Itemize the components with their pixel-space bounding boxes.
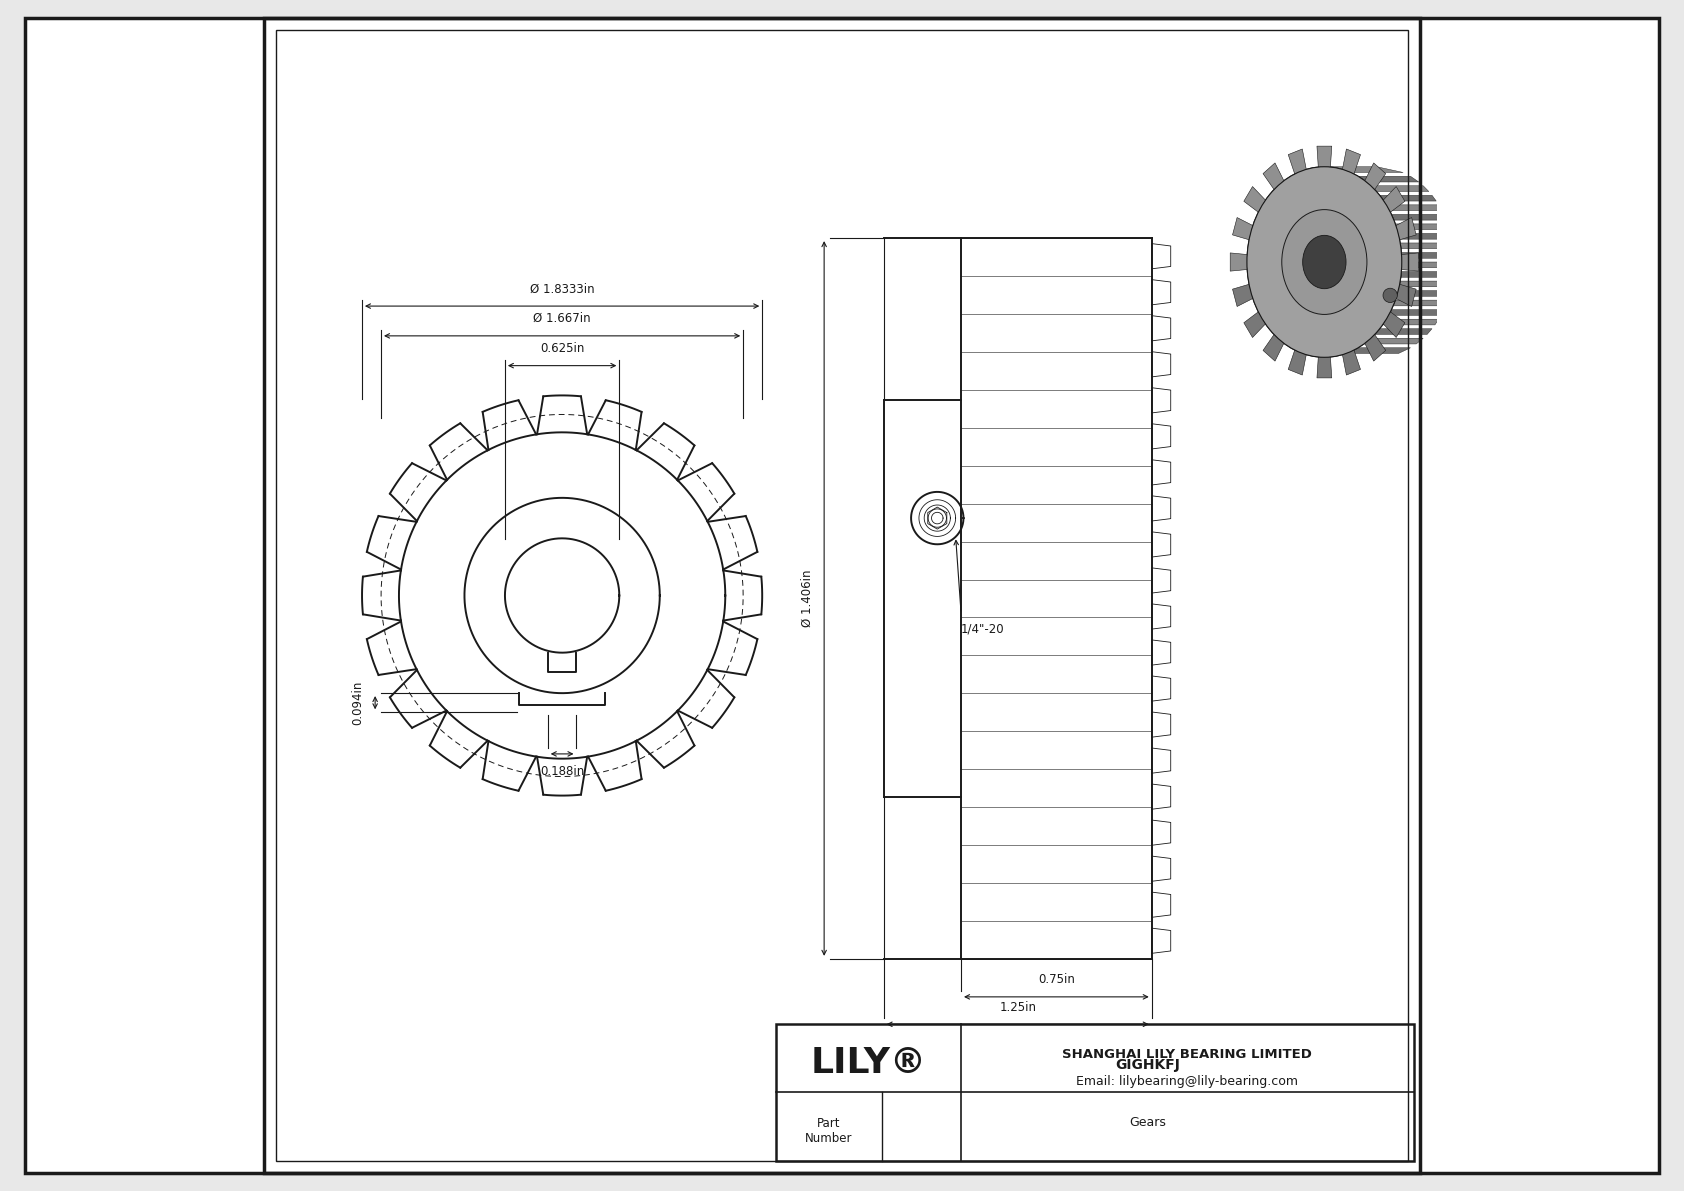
Polygon shape — [1393, 300, 1448, 306]
Ellipse shape — [1246, 167, 1401, 357]
Polygon shape — [1383, 319, 1438, 325]
Polygon shape — [1364, 163, 1386, 189]
Polygon shape — [1391, 214, 1447, 220]
Bar — [776, 1024, 1413, 1161]
Polygon shape — [1263, 163, 1283, 189]
Polygon shape — [1317, 357, 1332, 378]
Polygon shape — [1244, 187, 1265, 212]
Polygon shape — [1401, 262, 1455, 268]
Text: LILY®: LILY® — [810, 1046, 926, 1079]
Circle shape — [1383, 288, 1398, 303]
Ellipse shape — [1303, 236, 1346, 288]
Polygon shape — [1396, 224, 1450, 230]
Text: SHANGHAI LILY BEARING LIMITED: SHANGHAI LILY BEARING LIMITED — [1063, 1048, 1312, 1061]
Text: Gears: Gears — [1130, 1116, 1165, 1129]
Polygon shape — [1379, 195, 1436, 201]
Text: 1.25in: 1.25in — [999, 1000, 1036, 1014]
Polygon shape — [1401, 272, 1453, 278]
Text: 1/4"-20: 1/4"-20 — [962, 623, 1005, 636]
Polygon shape — [1396, 218, 1416, 239]
Polygon shape — [1244, 312, 1265, 337]
Polygon shape — [1364, 338, 1423, 344]
Polygon shape — [1231, 252, 1248, 272]
Polygon shape — [1399, 281, 1453, 287]
Polygon shape — [1396, 285, 1416, 306]
Polygon shape — [1364, 335, 1386, 361]
Polygon shape — [1233, 285, 1253, 306]
Polygon shape — [1389, 310, 1443, 316]
Polygon shape — [1342, 350, 1361, 375]
Polygon shape — [1383, 187, 1404, 212]
Text: Ø 1.667in: Ø 1.667in — [534, 312, 591, 325]
Polygon shape — [1357, 176, 1418, 182]
Polygon shape — [1233, 218, 1253, 239]
Ellipse shape — [1282, 210, 1367, 314]
Polygon shape — [1288, 149, 1307, 174]
Ellipse shape — [1246, 167, 1401, 357]
Text: 0.094in: 0.094in — [352, 680, 364, 725]
Polygon shape — [1317, 146, 1332, 167]
Polygon shape — [1374, 329, 1431, 335]
Text: 0.625in: 0.625in — [541, 342, 584, 355]
Polygon shape — [1399, 243, 1453, 249]
Text: 0.75in: 0.75in — [1037, 973, 1074, 986]
Polygon shape — [1401, 252, 1418, 272]
Polygon shape — [1396, 291, 1450, 297]
Polygon shape — [1386, 205, 1442, 211]
Polygon shape — [1371, 186, 1428, 192]
Polygon shape — [1263, 335, 1283, 361]
Polygon shape — [1342, 149, 1361, 174]
Text: Ø 1.8333in: Ø 1.8333in — [530, 282, 594, 295]
Polygon shape — [1401, 252, 1453, 258]
Polygon shape — [1288, 350, 1307, 375]
Text: 0.188in: 0.188in — [541, 765, 584, 778]
Polygon shape — [1346, 348, 1411, 354]
Text: Email: lilybearing@lily-bearing.com: Email: lilybearing@lily-bearing.com — [1076, 1075, 1298, 1089]
Polygon shape — [1398, 233, 1452, 239]
Polygon shape — [1324, 167, 1403, 173]
Polygon shape — [1383, 312, 1404, 337]
Text: Part
Number: Part Number — [805, 1117, 852, 1145]
Text: GIGHKFJ: GIGHKFJ — [1115, 1059, 1180, 1072]
Text: Ø 1.406in: Ø 1.406in — [800, 569, 813, 628]
